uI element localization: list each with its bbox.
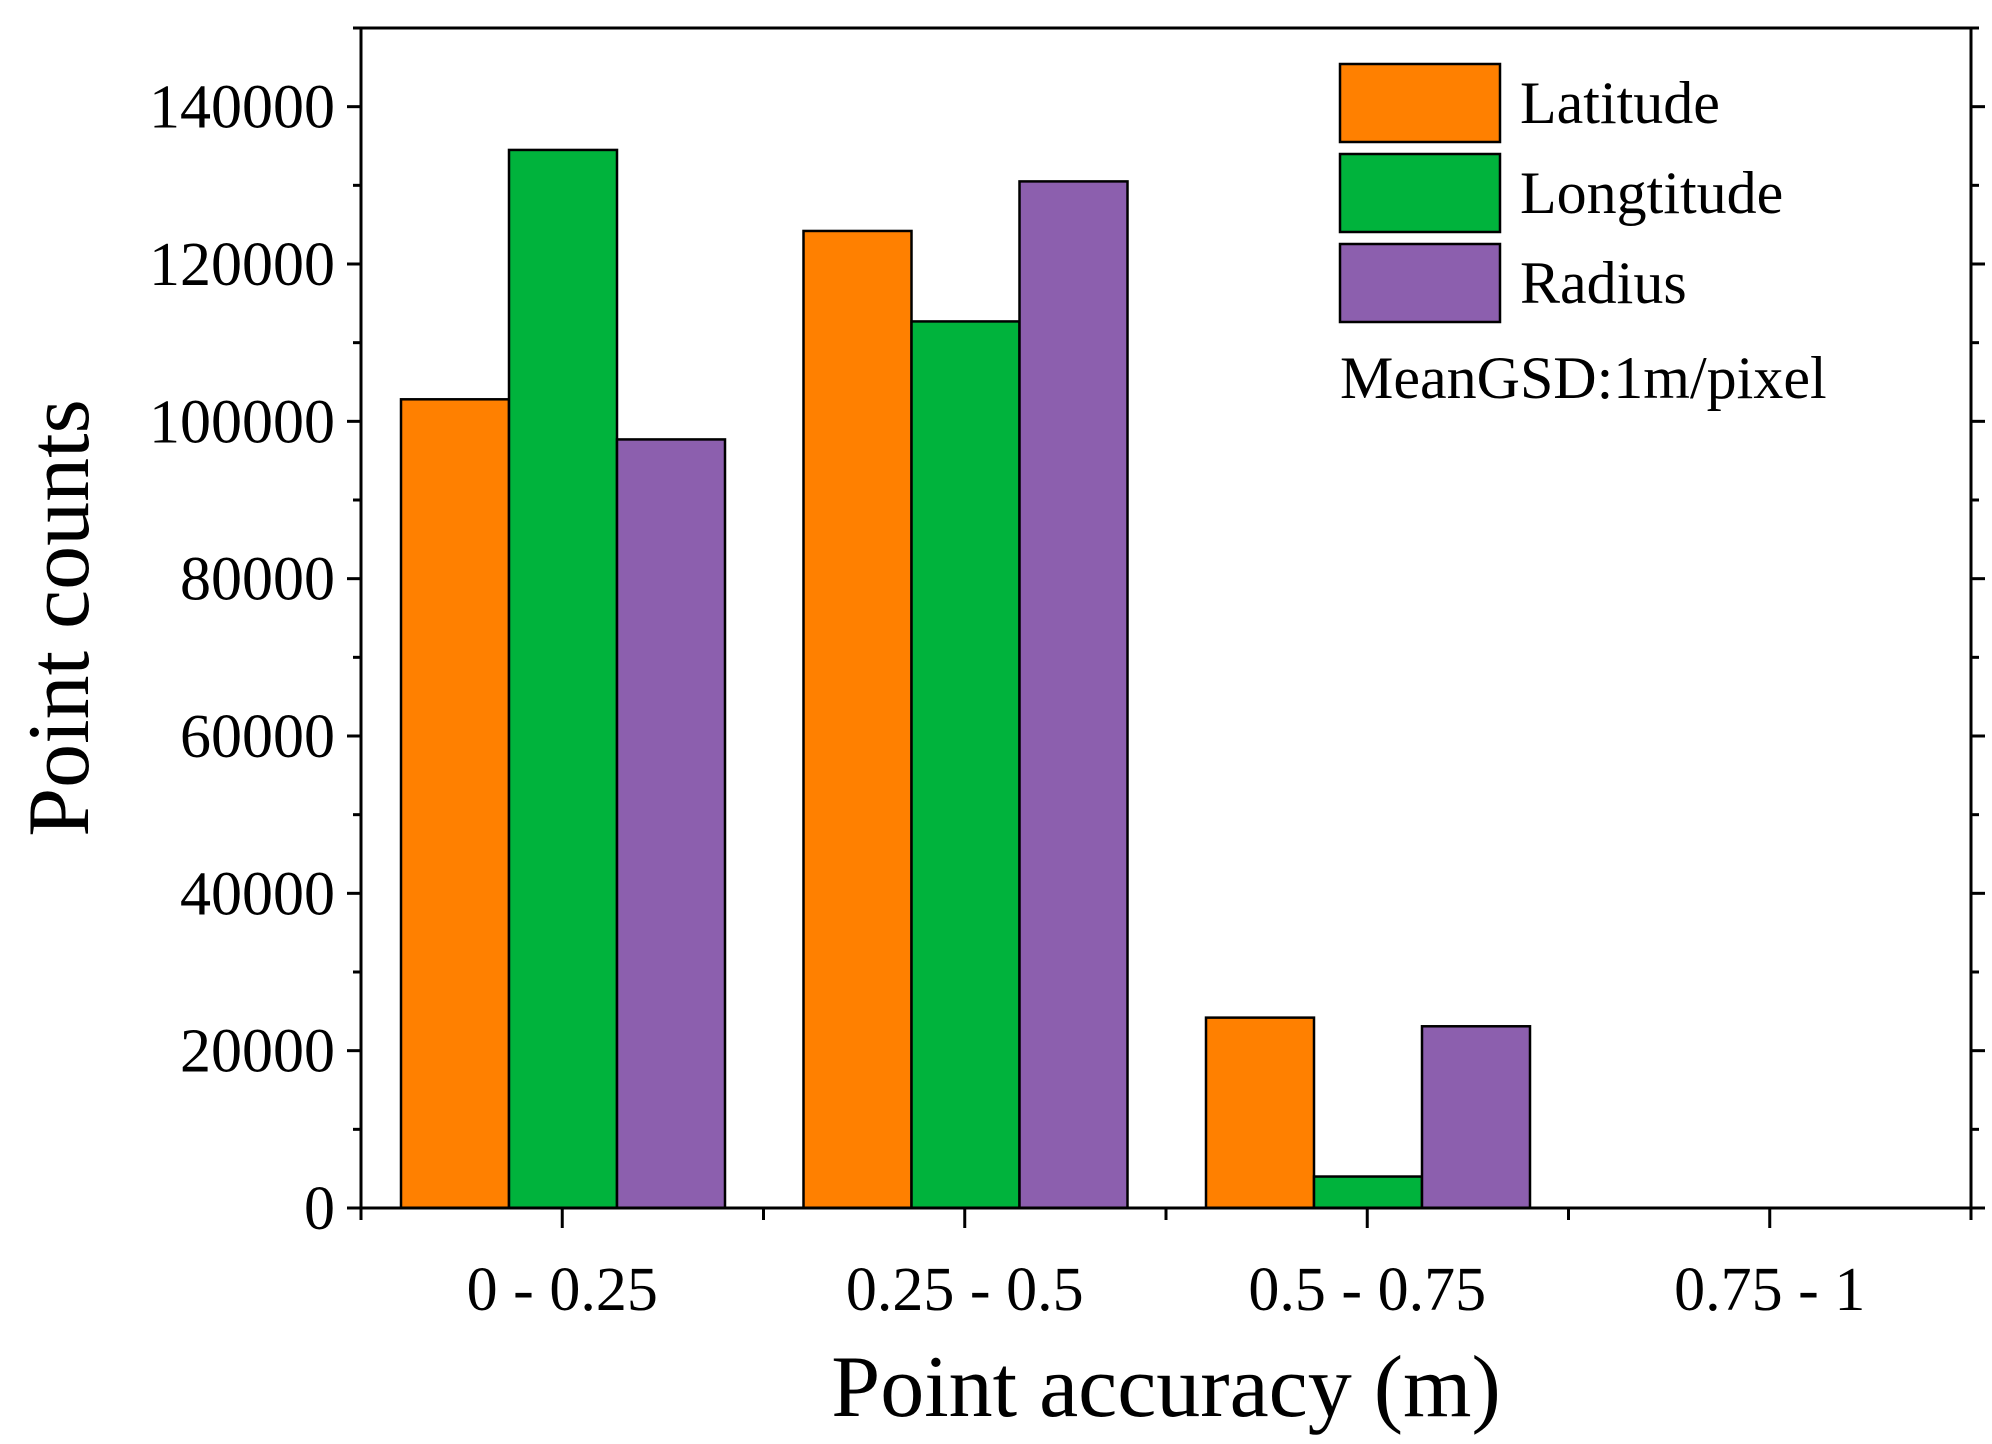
bar-longtitude-1 (507, 148, 619, 1210)
bars-layer (399, 148, 1532, 1210)
y-tick-label: 140000 (149, 74, 335, 142)
legend-label-latitude: Latitude (1520, 70, 1720, 136)
bar-latitude-3 (1204, 1016, 1316, 1210)
x-axis-title: Point accuracy (m) (831, 1339, 1501, 1436)
bar-radius-2 (1018, 180, 1129, 1210)
y-tick-label: 120000 (149, 231, 335, 299)
y-tick-label: 60000 (180, 703, 335, 771)
x-tick-label: 0.75 - 1 (1674, 1256, 1865, 1324)
legend: Latitude Longtitude Radius (1338, 62, 1783, 324)
bar-latitude-1 (399, 398, 511, 1210)
legend-label-longtitude: Longtitude (1520, 160, 1783, 226)
y-axis-title: Point counts (11, 399, 108, 837)
y-tick-label: 20000 (180, 1018, 335, 1086)
bar-radius-1 (615, 438, 727, 1210)
bar-radius-3 (1420, 1025, 1532, 1210)
bar-latitude-2 (802, 229, 913, 1210)
bar-longtitude-2 (910, 320, 1021, 1210)
x-tick-label: 0.5 - 0.75 (1248, 1256, 1486, 1324)
y-tick-label: 80000 (180, 546, 335, 614)
x-tick-label: 0 - 0.25 (467, 1256, 658, 1324)
bar-longtitude-3 (1312, 1175, 1424, 1210)
x-axis: 0 - 0.25 0.25 - 0.5 0.5 - 0.75 0.75 - 1 (359, 1208, 1973, 1324)
y-tick-label: 100000 (149, 388, 335, 456)
y-tick-label: 40000 (180, 860, 335, 928)
y-axis: 0 20000 40000 60000 80000 100000 120000 140000 (149, 26, 1985, 1243)
legend-swatch-latitude (1338, 62, 1502, 144)
y-tick-label: 0 (304, 1175, 335, 1243)
legend-swatch-radius (1338, 242, 1502, 324)
chart-annotation: MeanGSD:1m/pixel (1340, 345, 1827, 411)
legend-label-radius: Radius (1520, 250, 1687, 316)
x-tick-label: 0.25 - 0.5 (846, 1256, 1084, 1324)
legend-swatch-longtitude (1338, 152, 1502, 234)
